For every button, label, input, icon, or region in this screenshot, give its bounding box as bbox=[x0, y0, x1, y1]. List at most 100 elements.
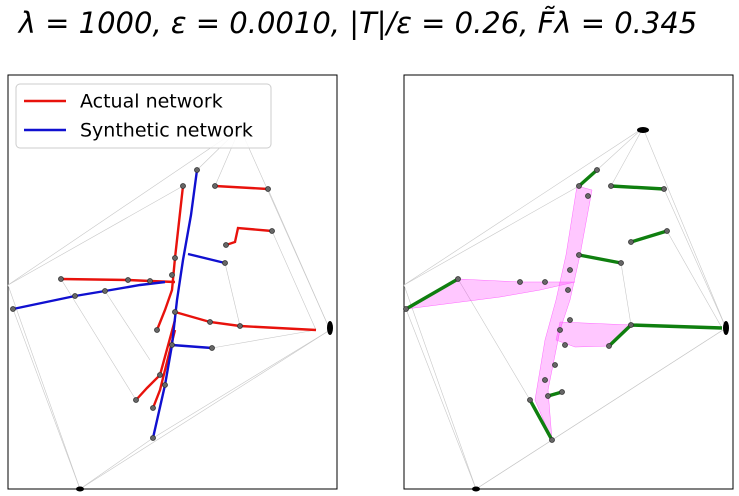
synthetic-edge bbox=[12, 280, 166, 311]
node bbox=[661, 186, 667, 192]
node bbox=[58, 276, 64, 282]
shape bbox=[551, 327, 727, 441]
node bbox=[472, 486, 480, 492]
shape bbox=[7, 127, 241, 286]
shape bbox=[403, 284, 477, 490]
node bbox=[172, 255, 178, 261]
node bbox=[76, 486, 84, 492]
node bbox=[585, 193, 591, 199]
synthetic-edge bbox=[187, 252, 226, 265]
node bbox=[557, 327, 563, 333]
node bbox=[157, 372, 163, 378]
edge bbox=[577, 168, 599, 188]
synthetic-edge bbox=[171, 343, 213, 350]
node bbox=[169, 272, 175, 278]
nodes bbox=[403, 127, 729, 492]
shape bbox=[224, 262, 241, 327]
background-edges bbox=[403, 127, 727, 490]
shape bbox=[104, 290, 151, 361]
node bbox=[517, 279, 523, 285]
shape bbox=[457, 278, 531, 401]
legend-label: Synthetic network bbox=[80, 120, 253, 142]
edge bbox=[578, 253, 622, 265]
edge bbox=[607, 323, 723, 348]
node bbox=[542, 279, 548, 285]
node bbox=[567, 267, 573, 273]
node bbox=[542, 377, 548, 383]
edge bbox=[528, 399, 554, 441]
legend: Actual network Synthetic network bbox=[15, 83, 272, 149]
nodes bbox=[10, 167, 333, 492]
node bbox=[125, 277, 131, 283]
panel-frame bbox=[403, 74, 734, 490]
node bbox=[545, 393, 551, 399]
node bbox=[562, 342, 568, 348]
shape bbox=[60, 278, 137, 401]
actual-edge bbox=[174, 310, 317, 332]
shape bbox=[666, 230, 723, 329]
actual-edge bbox=[155, 185, 185, 331]
node bbox=[150, 405, 156, 411]
shape bbox=[610, 127, 644, 187]
panel-frame bbox=[7, 74, 338, 490]
shape bbox=[152, 329, 331, 439]
shape bbox=[403, 185, 580, 286]
shape bbox=[12, 308, 81, 490]
node bbox=[133, 397, 139, 403]
actual-edge bbox=[60, 277, 176, 284]
edge bbox=[610, 184, 665, 191]
node bbox=[207, 319, 213, 325]
actual-edge bbox=[225, 226, 273, 247]
shape bbox=[271, 230, 317, 331]
node bbox=[10, 306, 16, 312]
node bbox=[628, 322, 634, 328]
actual-edge bbox=[135, 319, 177, 401]
shape bbox=[267, 188, 331, 331]
shape bbox=[405, 308, 477, 490]
shape bbox=[7, 284, 81, 490]
edge bbox=[630, 229, 668, 244]
node bbox=[567, 317, 573, 323]
node bbox=[594, 167, 600, 173]
node bbox=[403, 306, 409, 312]
node bbox=[327, 321, 333, 335]
actual-edge bbox=[214, 184, 269, 191]
node bbox=[169, 342, 175, 348]
shape bbox=[663, 188, 727, 329]
node bbox=[102, 288, 108, 294]
node bbox=[154, 327, 160, 333]
left-panel: Actual network Synthetic network bbox=[7, 74, 338, 492]
node bbox=[559, 389, 565, 395]
node bbox=[212, 183, 218, 189]
shape bbox=[596, 127, 644, 171]
node bbox=[72, 293, 78, 299]
node bbox=[172, 309, 178, 315]
node bbox=[194, 167, 200, 173]
shape bbox=[79, 329, 331, 490]
node bbox=[150, 435, 156, 441]
shape bbox=[79, 437, 154, 490]
shape bbox=[534, 185, 593, 441]
node bbox=[608, 183, 614, 189]
node bbox=[549, 437, 555, 443]
legend-label: Actual network bbox=[80, 91, 223, 113]
node bbox=[180, 183, 186, 189]
node bbox=[455, 276, 461, 282]
synthetic-edge bbox=[151, 169, 199, 439]
node bbox=[664, 228, 670, 234]
node bbox=[269, 228, 275, 234]
node bbox=[237, 323, 243, 329]
node bbox=[637, 127, 649, 133]
shape bbox=[642, 127, 727, 329]
node bbox=[527, 397, 533, 403]
node bbox=[565, 287, 571, 293]
node bbox=[552, 362, 558, 368]
node bbox=[162, 382, 168, 388]
node bbox=[576, 252, 582, 258]
node bbox=[723, 321, 729, 335]
node bbox=[576, 183, 582, 189]
figure-title: λ = 1000, ε = 0.0010, |T|/ε = 0.26, F̃λ … bbox=[17, 6, 698, 40]
node bbox=[223, 242, 229, 248]
node bbox=[265, 186, 271, 192]
